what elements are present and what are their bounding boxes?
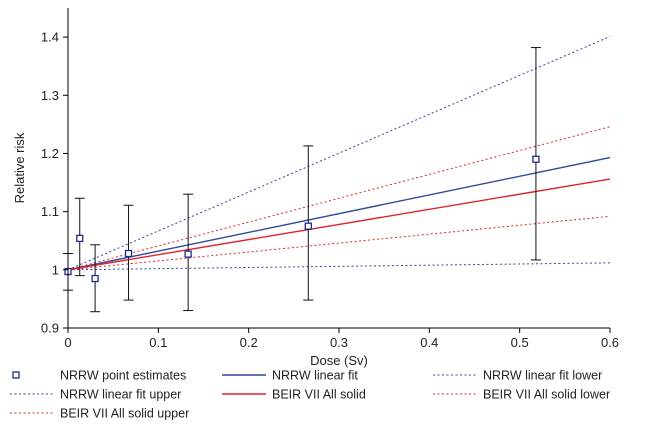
legend-item: NRRW linear fit upper	[10, 388, 181, 402]
series-lines	[67, 36, 611, 271]
x-tick-label: 0.4	[420, 335, 438, 350]
axes	[67, 8, 610, 329]
legend-item: BEIR VII All solid	[222, 388, 366, 402]
legend-item: NRRW point estimates	[12, 369, 186, 383]
series-line-nrrw-linear-fit-upper	[67, 36, 611, 271]
point-marker	[91, 274, 99, 283]
series-line-beir-vii-all-solid	[67, 178, 611, 271]
legend-item: BEIR VII All solid lower	[433, 388, 610, 402]
series-line-nrrw-linear-fit-lower	[67, 262, 611, 271]
y-ticks: 0.9 1 1.1 1.2 1.3 1.4	[41, 30, 68, 336]
x-tick-label: 0.3	[330, 335, 348, 350]
legend-label: NRRW linear fit upper	[60, 388, 181, 402]
y-tick-label: 1.4	[41, 30, 59, 45]
y-tick-label: 1	[52, 262, 59, 277]
legend-marker	[12, 371, 20, 379]
legend-label: NRRW linear fit	[272, 369, 358, 383]
legend-item: NRRW linear fit lower	[433, 369, 602, 383]
series-line-beir-vii-all-solid-upper	[67, 126, 611, 271]
point-marker	[124, 249, 133, 258]
x-tick-label: 0	[64, 335, 71, 350]
x-tick-label: 0.1	[149, 335, 167, 350]
y-axis-label: Relative risk	[12, 132, 27, 203]
point-marker	[304, 222, 312, 230]
x-tick-label: 0.2	[240, 335, 258, 350]
x-tick-label: 0.5	[511, 335, 529, 350]
legend-item: NRRW linear fit	[222, 369, 358, 383]
legend-label: BEIR VII All solid lower	[483, 388, 610, 402]
legend-label: BEIR VII All solid	[272, 388, 366, 402]
y-tick-label: 1.2	[41, 146, 59, 161]
y-tick-label: 1.1	[41, 204, 59, 219]
error-bars	[63, 47, 541, 313]
y-tick-label: 1.3	[41, 88, 59, 103]
legend: NRRW point estimates NRRW linear fit NRRW …	[10, 369, 610, 421]
legend-label: NRRW linear fit lower	[483, 369, 602, 383]
series-line-beir-vii-all-solid-lower	[67, 215, 611, 271]
x-ticks: 0 0.1 0.2 0.3 0.4 0.5 0.6	[64, 328, 619, 350]
legend-item: BEIR VII All solid upper	[10, 407, 189, 421]
point-marker	[76, 234, 84, 243]
x-tick-label: 0.6	[601, 335, 619, 350]
x-axis-label: Dose (Sv)	[310, 353, 368, 368]
y-tick-label: 0.9	[41, 321, 59, 336]
legend-label: NRRW point estimates	[60, 369, 186, 383]
legend-label: BEIR VII All solid upper	[60, 407, 189, 421]
point-marker	[532, 155, 540, 163]
point-marker	[184, 250, 192, 258]
series-line-nrrw-linear-fit	[67, 156, 611, 271]
